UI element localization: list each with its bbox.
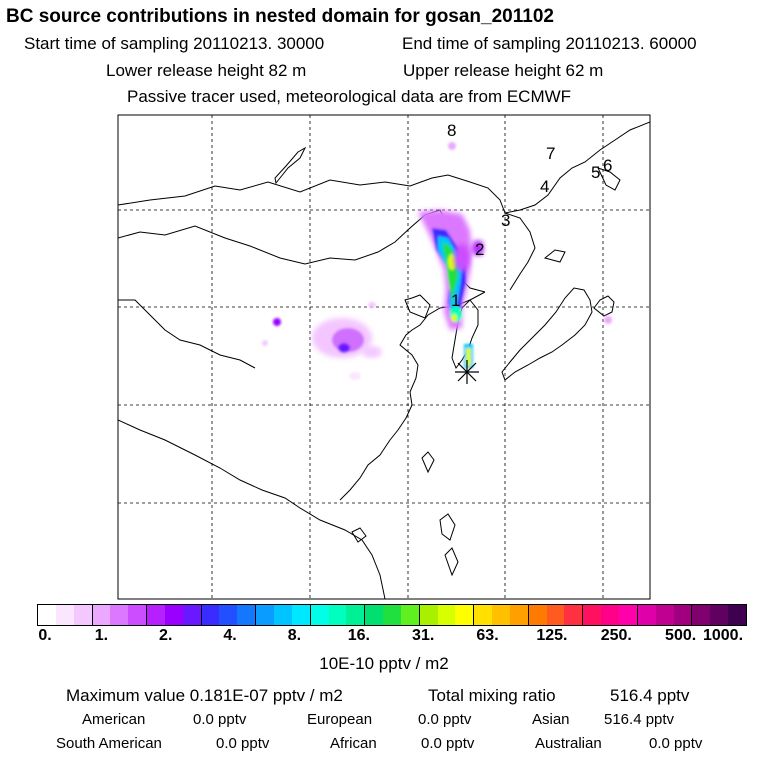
colorbar-swatch	[400, 605, 420, 625]
total-mixing-label: Total mixing ratio	[428, 686, 556, 705]
colorbar-swatch	[583, 605, 602, 625]
upper-release-text: Upper release height 62 m	[403, 61, 604, 80]
colorbar-swatch	[692, 605, 711, 625]
trajectory-label-3: 3	[501, 211, 511, 230]
map-grid	[118, 115, 650, 599]
colorbar-tick-label: 31.	[412, 627, 435, 644]
colorbar-tick-label: 2.	[159, 627, 173, 644]
south-american-label: South American	[56, 735, 162, 752]
trajectory-label-5: 5	[591, 163, 601, 182]
colorbar	[37, 604, 747, 626]
colorbar-swatch	[38, 605, 56, 625]
colorbar-swatch	[601, 605, 619, 625]
colorbar-swatch	[182, 605, 202, 625]
colorbar-swatch	[455, 605, 475, 625]
american-value: 0.0 pptv	[193, 711, 247, 728]
colorbar-tick-label: 250.	[600, 627, 632, 644]
colorbar-swatch	[546, 605, 565, 625]
lower-release-text: Lower release height 82 m	[106, 61, 307, 80]
colorbar-tick-label: 0.	[38, 627, 52, 644]
colorbar-swatch	[619, 605, 638, 625]
colorbar-swatch	[728, 605, 746, 625]
african-value: 0.0 pptv	[421, 735, 475, 752]
trajectory-label-4: 4	[540, 177, 550, 196]
colorbar-tick-label: 16.	[347, 627, 370, 644]
colorbar-swatch	[128, 605, 148, 625]
african-label: African	[330, 735, 377, 752]
colorbar-tick-label: 8.	[287, 627, 302, 644]
colorbar-swatch	[201, 605, 220, 625]
map-frame	[117, 114, 651, 600]
start-time-text: Start time of sampling 20110213. 30000	[24, 34, 325, 53]
colorbar-swatch	[346, 605, 366, 625]
colorbar-swatch	[564, 605, 584, 625]
colorbar-swatch	[673, 605, 693, 625]
concentration-plume	[262, 142, 612, 380]
colorbar-swatch	[147, 605, 165, 625]
south-american-value: 0.0 pptv	[216, 735, 270, 752]
colorbar-swatch	[655, 605, 674, 625]
colorbar-tick-label: 1.	[94, 627, 109, 644]
colorbar-swatch	[383, 605, 401, 625]
european-label: European	[307, 711, 373, 728]
colorbar-swatch	[256, 605, 274, 625]
colorbar-swatch	[437, 605, 456, 625]
coastlines	[118, 121, 650, 599]
colorbar-swatch	[492, 605, 510, 625]
colorbar-swatch	[164, 605, 183, 625]
european-value: 0.0 pptv	[418, 711, 472, 728]
colorbar-swatch	[528, 605, 547, 625]
colorbar-swatch	[637, 605, 656, 625]
total-mixing-value: 516.4 pptv	[610, 686, 690, 705]
colorbar-swatch	[474, 605, 493, 625]
colorbar-swatch	[328, 605, 347, 625]
australian-label: Australian	[535, 735, 602, 752]
colorbar-swatch	[219, 605, 238, 625]
max-value-text: Maximum value 0.181E-07 pptv / m2	[66, 686, 343, 705]
end-time-text: End time of sampling 20110213. 60000	[402, 34, 697, 53]
trajectory-label-7: 7	[546, 144, 556, 163]
trajectory-label-8: 8	[447, 121, 457, 140]
colorbar-swatch	[365, 605, 384, 625]
colorbar-tick-label: 125.	[536, 627, 568, 644]
colorbar-swatch	[237, 605, 257, 625]
receptor-star-icon	[455, 360, 479, 384]
trajectory-label-1: 1	[451, 291, 461, 310]
asian-value: 516.4 pptv	[604, 711, 675, 728]
trajectory-label-2: 2	[475, 240, 485, 259]
colorbar-tick-label: 4.	[223, 627, 237, 644]
colorbar-swatch	[310, 605, 329, 625]
trajectory-label-6: 6	[603, 156, 613, 175]
asian-label: Asian	[532, 711, 570, 728]
american-label: American	[82, 711, 146, 728]
colorbar-swatch	[273, 605, 292, 625]
australian-value: 0.0 pptv	[649, 735, 703, 752]
colorbar-swatch	[509, 605, 529, 625]
colorbar-swatch	[73, 605, 93, 625]
colorbar-swatch	[55, 605, 74, 625]
colorbar-swatch	[710, 605, 729, 625]
tracer-note-text: Passive tracer used, meteorological data…	[127, 87, 572, 106]
colorbar-tick-label: 63.	[476, 627, 499, 644]
colorbar-unit: 10E-10 pptv / m2	[319, 654, 449, 673]
map-title: BC source contributions in nested domain…	[6, 6, 554, 27]
colorbar-tick-label: 500.	[665, 627, 697, 644]
colorbar-swatch	[291, 605, 311, 625]
colorbar-swatch	[92, 605, 111, 625]
colorbar-swatch	[419, 605, 438, 625]
colorbar-tick-label: 1000.	[702, 627, 744, 644]
colorbar-swatch	[110, 605, 129, 625]
